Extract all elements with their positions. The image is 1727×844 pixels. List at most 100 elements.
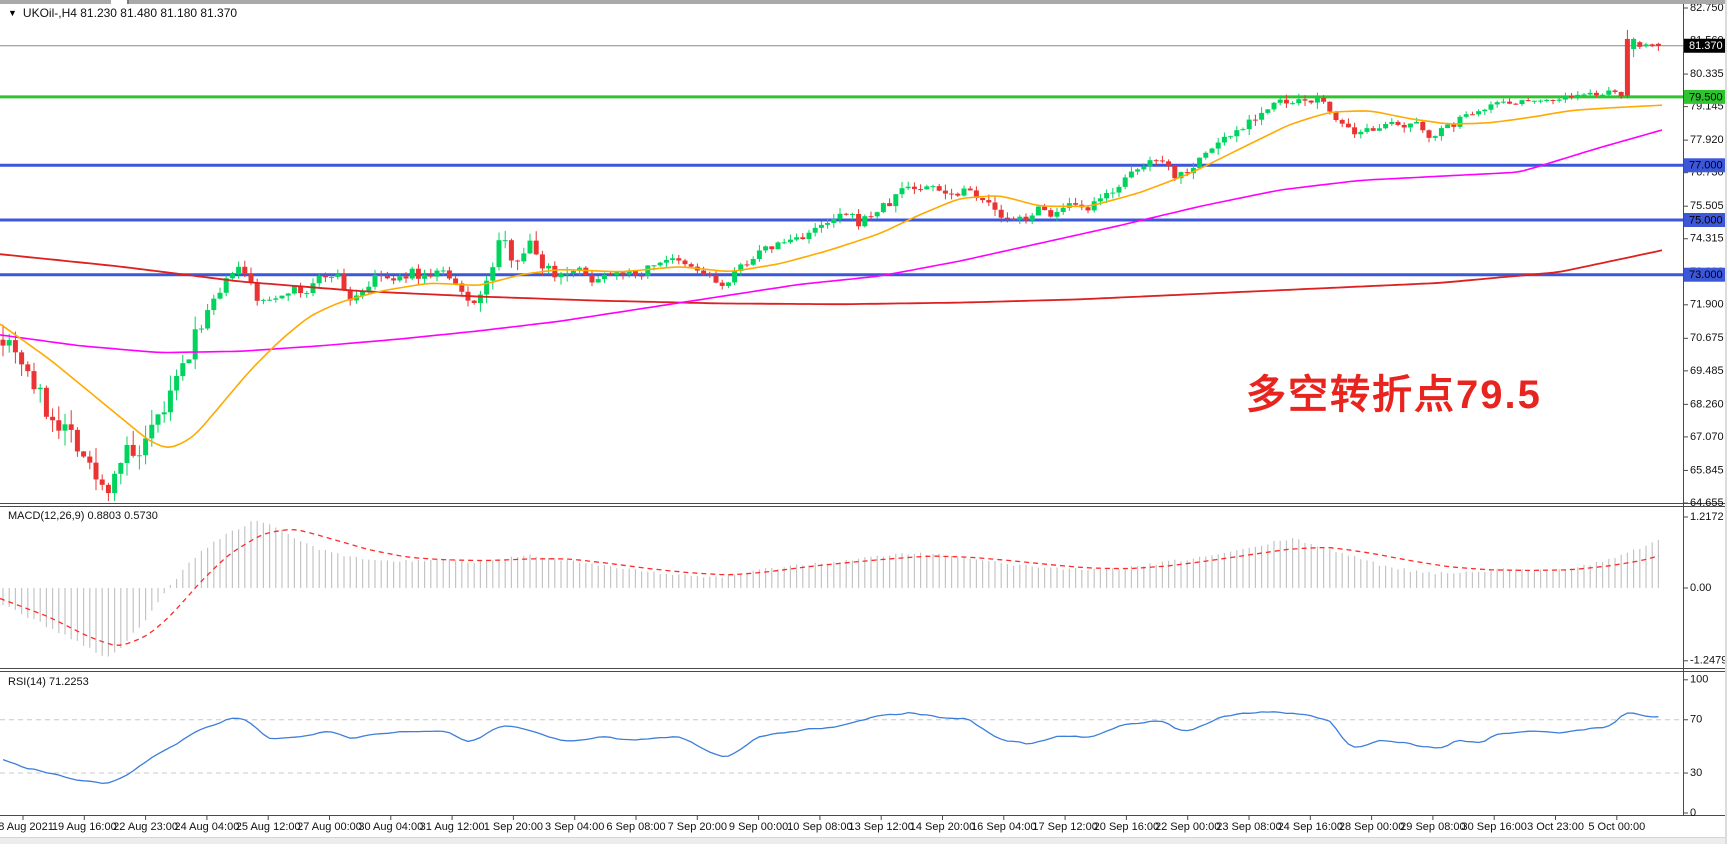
candle-body xyxy=(657,262,663,266)
candle-body xyxy=(1314,98,1320,103)
candle-body xyxy=(601,274,607,280)
candle-body xyxy=(99,479,105,485)
candle-body xyxy=(496,240,502,268)
candle-body xyxy=(105,484,111,494)
candle-body xyxy=(298,285,304,294)
candle-body xyxy=(1445,124,1451,129)
candle-body xyxy=(645,265,651,276)
candle-body xyxy=(1122,177,1128,187)
candle-body xyxy=(856,213,862,227)
candle-body xyxy=(397,276,403,281)
chart-title: ▼ UKOil-,H4 81.230 81.480 81.180 81.370 xyxy=(8,6,237,20)
moving-averages xyxy=(0,104,1663,449)
candle-body xyxy=(1606,90,1612,95)
window-right-edge xyxy=(1725,0,1727,844)
date-tick-label: 24 Aug 04:00 xyxy=(174,821,239,833)
candle-body xyxy=(868,216,874,218)
candle-body xyxy=(0,339,6,346)
candle-body xyxy=(211,298,217,311)
candle-body xyxy=(1234,130,1240,137)
candle-body xyxy=(570,270,576,274)
candle-body xyxy=(1562,95,1568,100)
candle-body xyxy=(1370,128,1376,131)
candle-body xyxy=(1302,99,1308,101)
candle-body xyxy=(93,462,99,480)
macd-tick-label: -1.2479 xyxy=(1690,655,1727,667)
candle-body xyxy=(68,424,74,430)
price-tick-label: 68.260 xyxy=(1690,398,1724,410)
macd-tick-label: 1.2172 xyxy=(1690,511,1724,523)
date-tick-label: 16 Sep 04:00 xyxy=(971,821,1036,833)
candle-body xyxy=(118,462,124,474)
badge-label: 75.000 xyxy=(1689,214,1723,226)
candle-body xyxy=(291,285,297,294)
candle-body xyxy=(955,193,961,196)
candle-body xyxy=(161,412,167,415)
candle-body xyxy=(862,216,868,227)
candle-body xyxy=(273,298,279,300)
candle-body xyxy=(1265,109,1271,113)
candle-body xyxy=(360,290,366,296)
candle-body xyxy=(1550,100,1556,102)
horizontal-levels[interactable] xyxy=(0,45,1683,277)
candle-body xyxy=(1624,38,1630,96)
candle-body xyxy=(1469,114,1475,116)
candle-body xyxy=(155,414,161,425)
date-tick-label: 22 Aug 23:00 xyxy=(113,821,178,833)
candle-body xyxy=(62,424,68,431)
candle-body xyxy=(1488,104,1494,110)
candle-body xyxy=(384,275,390,279)
candle-body xyxy=(998,209,1004,218)
candle-body xyxy=(1054,211,1060,217)
candle-body xyxy=(242,266,248,274)
candle-body xyxy=(936,186,942,191)
candle-body xyxy=(1184,172,1190,174)
candle-body xyxy=(1569,95,1575,98)
symbol-dropdown-icon[interactable]: ▼ xyxy=(8,7,17,18)
candlesticks xyxy=(0,29,1661,501)
candle-body xyxy=(986,200,992,203)
candle-body xyxy=(1073,203,1079,205)
price-tick-label: 74.315 xyxy=(1690,233,1724,245)
candle-body xyxy=(583,267,589,276)
candle-body xyxy=(1153,160,1159,162)
candle-body xyxy=(1209,148,1215,153)
candle-body xyxy=(595,279,601,283)
candle-body xyxy=(589,275,595,283)
candle-body xyxy=(1296,99,1302,104)
candle-body xyxy=(1172,165,1178,179)
candle-body xyxy=(1221,136,1227,143)
badge-label: 77.000 xyxy=(1689,160,1723,172)
date-tick-label: 23 Sep 08:00 xyxy=(1216,821,1281,833)
candle-body xyxy=(905,186,911,189)
candle-body xyxy=(1643,44,1649,47)
candle-body xyxy=(707,274,713,276)
date-tick-label: 17 Sep 12:00 xyxy=(1032,821,1097,833)
rsi-line xyxy=(2,711,1659,785)
window-splitter-handle[interactable] xyxy=(111,0,129,4)
candle-body xyxy=(316,275,322,284)
price-tick-label: 69.485 xyxy=(1690,365,1724,377)
candle-body xyxy=(1321,98,1327,102)
candle-body xyxy=(1352,127,1358,135)
candle-body xyxy=(911,186,917,190)
candle-body xyxy=(812,227,818,233)
candle-body xyxy=(651,265,657,267)
candle-body xyxy=(1631,38,1637,50)
candle-body xyxy=(1215,142,1221,149)
candle-body xyxy=(1376,128,1382,131)
candle-body xyxy=(763,246,769,251)
candle-body xyxy=(1283,99,1289,104)
candle-body xyxy=(174,376,180,391)
date-tick-label: 30 Aug 04:00 xyxy=(358,821,423,833)
candle-body xyxy=(347,289,353,301)
candle-body xyxy=(1587,92,1593,95)
candle-body xyxy=(508,240,514,261)
indicator-panels xyxy=(0,520,1683,785)
date-tick-label: 22 Sep 00:00 xyxy=(1155,821,1220,833)
candle-body xyxy=(428,274,434,277)
candle-body xyxy=(1240,129,1246,131)
candle-body xyxy=(1500,101,1506,103)
